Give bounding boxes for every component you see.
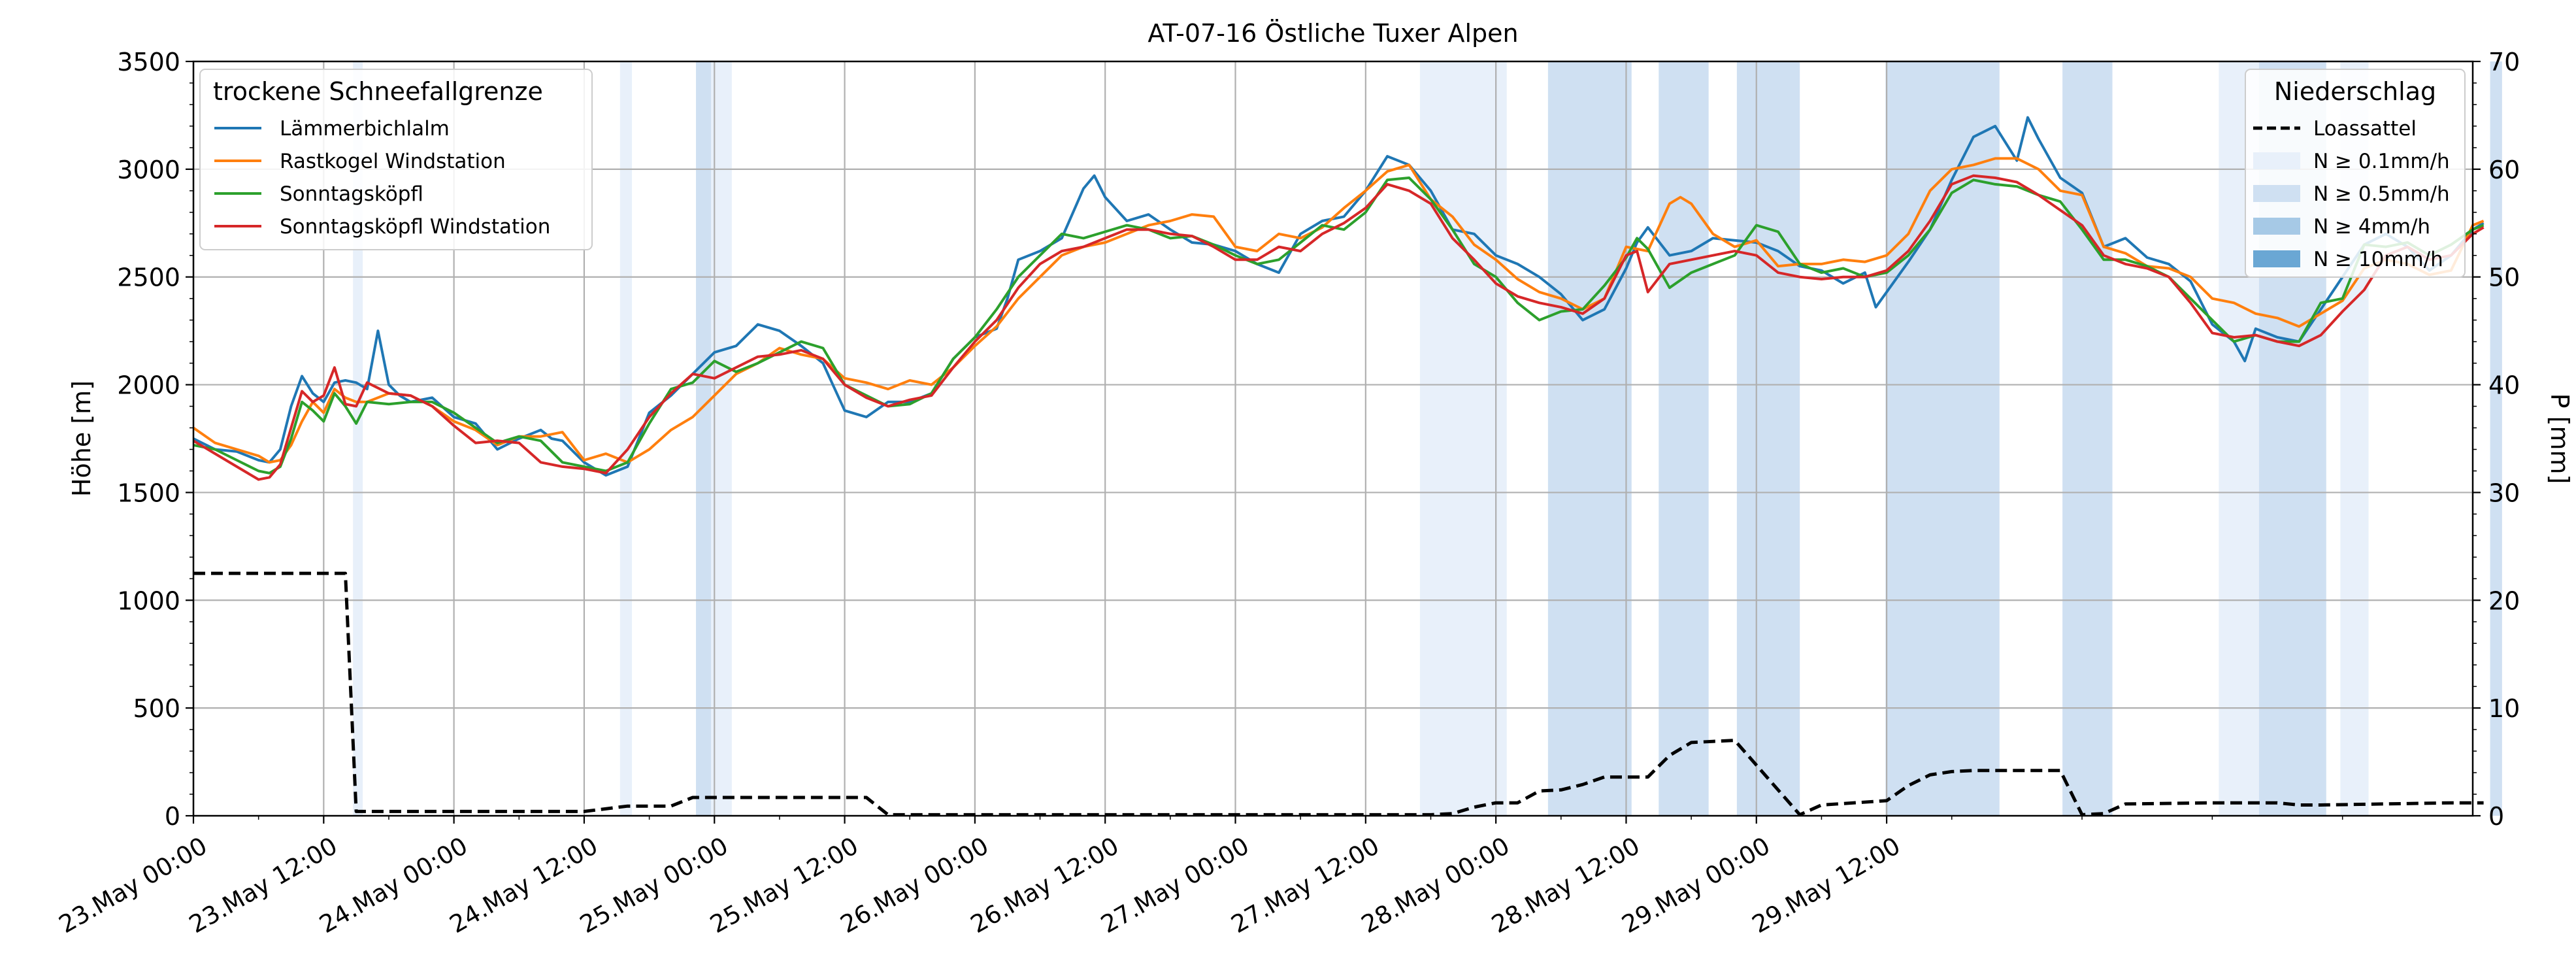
y-tick-label-4: 2000 xyxy=(117,371,180,400)
y-tick-label-1: 500 xyxy=(133,694,180,723)
legend-right-label-1: N ≥ 0.1mm/h xyxy=(2313,150,2450,173)
series-line-sonntagsk-pfl-windstation xyxy=(192,174,2485,481)
y-right-tick-label-5: 50 xyxy=(2488,263,2520,292)
legend-right: Niederschlag Loassattel N ≥ 0.1mm/h N ≥ 0.… xyxy=(2245,69,2466,278)
legend-right-swatch-4 xyxy=(2253,250,2300,267)
legend-left-label-2: Sonntagsköpfl xyxy=(280,182,423,206)
legend-right-label-4: N ≥ 10mm/h xyxy=(2313,248,2443,271)
y-tick-label-3: 1500 xyxy=(117,478,180,507)
series-line-rastkogel-windstation xyxy=(192,157,2485,464)
legend-right-swatch-2 xyxy=(2253,185,2300,202)
legend-left-title: trockene Schneefallgrenze xyxy=(213,77,543,106)
series-group xyxy=(192,116,2485,816)
legend-right-label-3: N ≥ 4mm/h xyxy=(2313,215,2430,239)
y-right-tick-label-6: 60 xyxy=(2488,156,2520,184)
precip-band-7 xyxy=(1736,61,1800,816)
precip-band-2 xyxy=(696,61,712,816)
y-tick-label-7: 3500 xyxy=(117,48,180,76)
legend-left-label-1: Rastkogel Windstation xyxy=(280,150,506,173)
y-right-tick-label-3: 30 xyxy=(2488,478,2520,507)
y-right-tick-label-7: 70 xyxy=(2488,48,2520,76)
precip-band-1 xyxy=(619,61,633,816)
series-line-loassattel xyxy=(193,571,2484,816)
chart-title: AT-07-16 Östliche Tuxer Alpen xyxy=(1148,19,1518,48)
precip-band-4 xyxy=(1419,61,1507,816)
y-tick-label-6: 3000 xyxy=(117,156,180,184)
legend-left-label-3: Sonntagsköpfl Windstation xyxy=(280,215,550,239)
series-line-l-mmerbichlalm xyxy=(193,116,2485,477)
y-tick-label-5: 2500 xyxy=(117,263,180,292)
legend-right-swatch-3 xyxy=(2253,218,2300,235)
legend-left-label-0: Lämmerbichlalm xyxy=(280,117,450,141)
legend-right-label-0: Loassattel xyxy=(2313,117,2417,141)
legend-right-title: Niederschlag xyxy=(2274,77,2436,106)
y-right-tick-label-1: 10 xyxy=(2488,694,2520,723)
legend-right-swatch-1 xyxy=(2253,152,2300,169)
y-tick-label-0: 0 xyxy=(165,802,180,831)
y-right-tick-label-4: 40 xyxy=(2488,371,2520,400)
series-line-sonntagsk-pfl xyxy=(193,176,2485,475)
legend-left: trockene Schneefallgrenze Lämmerbichlalm… xyxy=(199,69,593,250)
y-axis-label: Höhe [m] xyxy=(67,380,96,497)
legend-left-box xyxy=(199,69,593,250)
precip-band-6 xyxy=(1659,61,1709,816)
legend-right-label-2: N ≥ 0.5mm/h xyxy=(2313,182,2450,206)
plot-frame xyxy=(192,60,2474,817)
precip-band-13 xyxy=(2490,61,2502,816)
y-axis-right-label: P [mm] xyxy=(2545,394,2574,484)
y-right-tick-label-2: 20 xyxy=(2488,586,2520,615)
precip-bands xyxy=(353,61,2502,816)
precip-band-8 xyxy=(1885,61,2000,816)
y-tick-label-2: 1000 xyxy=(117,586,180,615)
precip-band-5 xyxy=(1547,61,1632,816)
precip-band-9 xyxy=(2062,61,2113,816)
y-right-tick-label-0: 0 xyxy=(2488,802,2504,831)
